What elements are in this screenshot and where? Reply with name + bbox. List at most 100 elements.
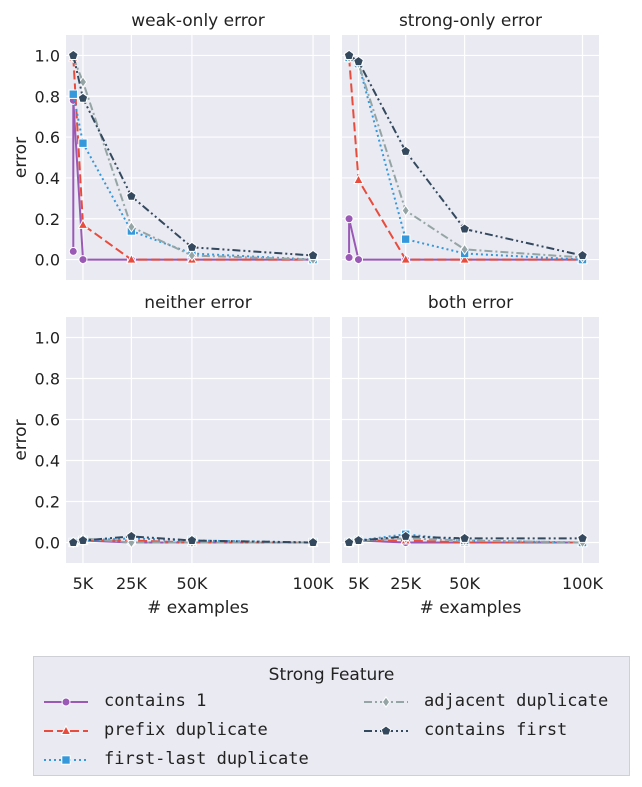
legend-item-contains-1: contains 1 — [42, 690, 322, 714]
panel-neither-error: 0.0 0.2 0.4 0.6 0.8 1.0 5K 25K 50K 100K neither er… — [11, 293, 334, 618]
data-point-contains-1 — [344, 253, 354, 263]
data-point-contains-1 — [78, 255, 88, 265]
data-point-contains-first — [343, 536, 355, 547]
legend-label-first-last-duplicate: first-last duplicate — [104, 749, 309, 769]
data-point-contains-first — [186, 534, 198, 545]
legend: Strong Feature contains 1 prefix duplica… — [33, 656, 630, 776]
data-point-contains-1 — [354, 255, 364, 265]
legend-marker-adjacent-duplicate — [364, 696, 408, 708]
y-tick-label: 0.2 — [35, 210, 60, 229]
legend-label-prefix-duplicate: prefix duplicate — [104, 720, 268, 740]
plot-area — [342, 35, 599, 280]
data-point-contains-first — [126, 530, 137, 541]
legend-marker — [381, 696, 391, 708]
legend-marker — [60, 724, 72, 735]
data-point-prefix-duplicate — [459, 253, 471, 264]
y-tick-label: 0.0 — [35, 251, 60, 270]
legend-marker — [61, 755, 71, 765]
legend-marker-contains-1 — [44, 697, 88, 707]
legend-marker-first-last-duplicate — [44, 755, 88, 765]
data-point-adjacent-duplicate — [401, 204, 410, 217]
data-point-adjacent-duplicate — [78, 76, 88, 88]
y-tick-label: 0.6 — [35, 411, 60, 430]
series-contains-first — [67, 530, 319, 547]
data-point-contains-1 — [68, 246, 78, 256]
data-point-contains-first — [459, 223, 470, 234]
legend-marker-prefix-duplicate — [44, 724, 88, 735]
y-tick-label: 0.2 — [35, 493, 60, 512]
data-point-contains-first — [577, 249, 588, 260]
y-tick-label: 0.6 — [35, 128, 60, 147]
series-contains-first — [343, 49, 588, 260]
legend-marker-contains-first — [364, 725, 408, 736]
legend-label-contains-first: contains first — [424, 720, 568, 740]
y-axis-label: error — [11, 137, 31, 178]
legend-item-contains-first: contains first — [362, 719, 622, 743]
x-tick-label: 5K — [73, 574, 94, 593]
data-point-contains-first — [577, 532, 588, 543]
data-point-contains-1 — [344, 214, 354, 224]
legend-item-adjacent-duplicate: adjacent duplicate — [362, 690, 622, 714]
x-tick-label: 25K — [116, 574, 147, 593]
data-point-contains-first — [307, 249, 319, 260]
panel-strong-only-error: strong-only error — [342, 11, 599, 280]
y-tick-label: 0.4 — [35, 452, 60, 471]
y-tick-label: 1.0 — [35, 329, 60, 348]
data-point-first-last-duplicate — [78, 138, 88, 148]
y-axis-label: error — [11, 419, 31, 460]
legend-label-adjacent-duplicate: adjacent duplicate — [424, 691, 609, 711]
panel-title: strong-only error — [399, 11, 542, 31]
y-tick-label: 0.8 — [35, 87, 60, 106]
y-tick-label: 0.0 — [35, 534, 60, 553]
data-point-prefix-duplicate — [400, 253, 412, 264]
plot-area — [66, 317, 330, 563]
data-point-contains-first — [400, 145, 411, 156]
data-point-contains-first — [67, 536, 79, 547]
x-tick-label: 50K — [177, 574, 208, 593]
data-point-prefix-duplicate — [77, 218, 89, 229]
data-point-contains-first — [77, 92, 89, 103]
data-point-contains-first — [353, 55, 364, 67]
data-point-prefix-duplicate — [353, 173, 364, 184]
legend-item-prefix-duplicate: prefix duplicate — [42, 719, 322, 743]
data-point-prefix-duplicate — [125, 253, 137, 264]
y-tick-label: 1.0 — [35, 46, 60, 65]
panel-weak-only-error: 0.0 0.2 0.4 0.6 0.8 1.0 weak-only error error — [11, 11, 330, 280]
x-tick-label: 25K — [390, 574, 421, 593]
data-point-adjacent-duplicate — [187, 249, 197, 262]
panel-title: weak-only error — [131, 11, 265, 31]
legend-marker — [380, 725, 392, 736]
x-tick-label: 100K — [293, 574, 335, 593]
data-point-contains-first — [126, 190, 137, 201]
data-point-adjacent-duplicate — [127, 221, 136, 233]
x-tick-label: 100K — [562, 574, 604, 593]
series-contains-first — [343, 530, 588, 547]
data-point-contains-first — [400, 530, 411, 541]
legend-item-first-last-duplicate: first-last duplicate — [42, 748, 342, 772]
legend-label-contains-1: contains 1 — [104, 691, 207, 711]
panel-both-error: 5K 25K 50K 100K both error # examples — [342, 293, 604, 618]
panel-title: both error — [428, 293, 513, 313]
x-tick-label: 5K — [348, 574, 369, 593]
data-point-contains-first — [67, 49, 79, 60]
series-adjacent-duplicate — [69, 51, 318, 266]
data-point-contains-first — [307, 536, 319, 547]
data-point-contains-first — [343, 49, 355, 60]
legend-marker — [61, 697, 71, 707]
series-contains-first — [67, 49, 319, 260]
plot-area — [66, 35, 330, 280]
panel-title: neither error — [144, 293, 251, 313]
data-point-first-last-duplicate — [68, 89, 78, 99]
data-point-contains-first — [186, 241, 198, 252]
x-tick-label: 50K — [449, 574, 480, 593]
x-axis-label: # examples — [420, 598, 522, 618]
data-point-contains-first — [77, 534, 89, 545]
data-point-contains-first — [459, 532, 470, 543]
data-point-adjacent-duplicate — [460, 243, 469, 256]
data-point-contains-first — [353, 534, 364, 545]
y-tick-label: 0.4 — [35, 169, 60, 188]
plot-area — [342, 317, 599, 563]
x-axis-label: # examples — [147, 598, 249, 618]
data-point-first-last-duplicate — [400, 234, 411, 244]
